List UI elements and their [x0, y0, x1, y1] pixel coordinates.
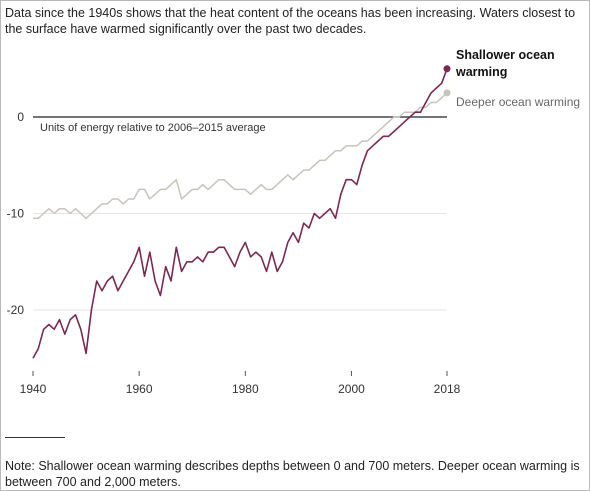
x-tick-label: 2018: [434, 382, 461, 396]
deep-series-label: Deeper ocean warming: [456, 95, 580, 109]
y-tick-label: 0: [17, 110, 24, 124]
shallow-series-label: warming: [455, 65, 507, 79]
chart-note: Note: Shallower ocean warming describes …: [5, 459, 580, 489]
y-tick-label: -10: [7, 207, 25, 221]
ocean-heat-chart: 0 -10 -20 Units of energy relative to 2006–…: [7, 48, 580, 396]
shallow-series-label: Shallower ocean: [456, 48, 555, 62]
x-tick-label: 1960: [126, 382, 153, 396]
shallow-series-line: [32, 68, 448, 359]
y-tick-label: -20: [7, 303, 25, 317]
x-tick-label: 2000: [338, 382, 365, 396]
note-divider: [5, 437, 65, 438]
x-tick-label: 1980: [232, 382, 259, 396]
deep-series-end-marker: [443, 89, 451, 97]
zero-line-annotation: Units of energy relative to 2006–2015 av…: [40, 122, 266, 134]
x-tick-label: 1940: [20, 382, 47, 396]
deep-series-line: [33, 92, 448, 220]
shallow-series-end-marker: [443, 65, 451, 73]
chart-intro-text: Data since the 1940s shows that the heat…: [5, 6, 576, 36]
